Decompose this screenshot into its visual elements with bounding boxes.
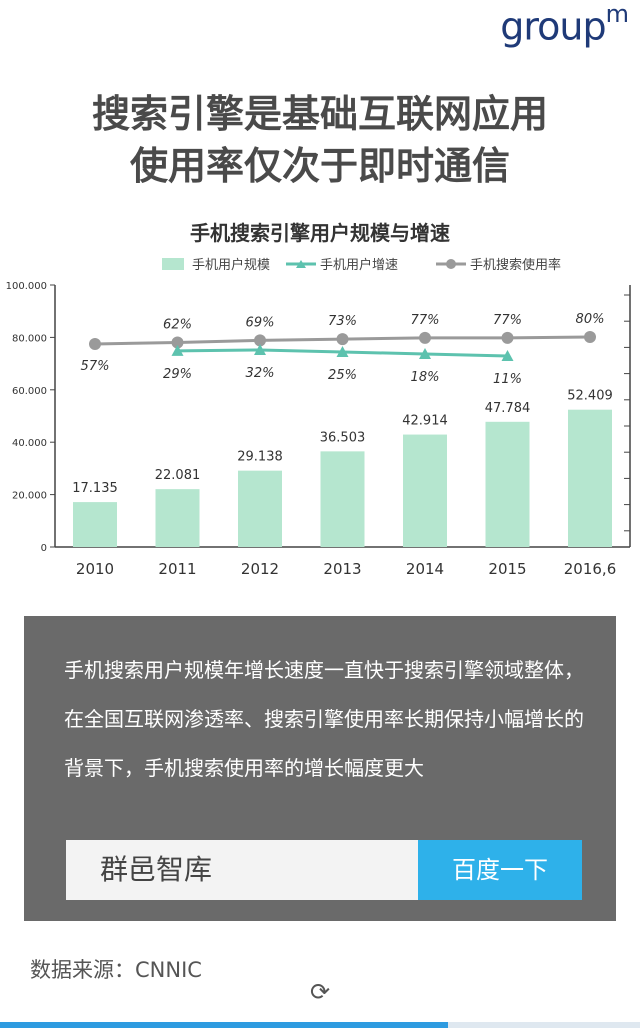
- search-button[interactable]: 百度一下: [418, 840, 582, 900]
- title-line-2: 使用率仅次于即时通信: [129, 144, 510, 188]
- x-tick-label-3: 2013: [323, 560, 361, 578]
- usage-label-6: 80%: [576, 312, 605, 327]
- bar-label-6: 52.409: [567, 389, 613, 404]
- growth-point-5: [501, 350, 514, 361]
- x-tick-label-1: 2011: [158, 560, 196, 578]
- growth-label-5: 11%: [493, 372, 522, 387]
- usage-point-5: [501, 331, 514, 344]
- bar-3: [320, 451, 365, 547]
- panel-text: 手机搜索用户规模年增长速度一直快于搜索引擎领域整体，在全国互联网渗透率、搜索引擎…: [64, 658, 584, 780]
- usage-label-2: 69%: [246, 315, 275, 330]
- usage-point-2: [254, 334, 266, 347]
- legend-label-1: 手机用户增速: [320, 257, 398, 273]
- usage-label-0: 57%: [81, 359, 110, 374]
- legend-label-2: 手机搜索使用率: [470, 257, 561, 273]
- growth-point-1: [171, 344, 184, 356]
- loading-icon: ⟳: [310, 978, 331, 1006]
- growth-label-2: 32%: [246, 366, 275, 381]
- y-tick-label-4: 80.000: [12, 333, 47, 344]
- legend-swatch-0: [162, 258, 184, 270]
- usage-point-1: [171, 336, 184, 349]
- bar-6: [568, 409, 612, 547]
- x-tick-label-5: 2015: [488, 560, 526, 578]
- x-tick-label-4: 2014: [406, 560, 444, 578]
- chart-title: 手机搜索引擎用户规模与增速: [190, 221, 450, 245]
- usage-label-5: 77%: [493, 313, 522, 328]
- groupm-logo: groupm: [500, 0, 629, 49]
- bar-label-3: 36.503: [320, 430, 366, 445]
- usage-label-1: 62%: [163, 317, 192, 332]
- usage-point-4: [419, 331, 431, 344]
- growth-label-1: 29%: [163, 367, 192, 382]
- growth-label-3: 25%: [328, 368, 357, 383]
- y-tick-label-1: 20.000: [12, 491, 47, 502]
- progress-fill: [0, 1022, 448, 1028]
- bar-label-5: 47.784: [485, 401, 531, 416]
- legend-marker-1: [296, 260, 306, 268]
- x-tick-label-6: 2016,6: [564, 560, 617, 578]
- y-tick-label-2: 40.000: [12, 438, 47, 449]
- bar-label-1: 22.081: [155, 468, 201, 483]
- bar-0: [73, 502, 117, 547]
- growth-label-4: 18%: [411, 370, 440, 385]
- x-tick-label-2: 2012: [241, 560, 279, 578]
- usage-point-3: [336, 333, 349, 346]
- y-tick-label-3: 60.000: [12, 386, 47, 397]
- usage-point-0: [89, 338, 101, 350]
- chart: 手机搜索引擎用户规模与增速手机用户规模 手机用户增速 手机搜索使用率 0 20.000 4…: [0, 210, 640, 590]
- bar-5: [485, 421, 530, 547]
- legend-marker-2: [446, 259, 456, 269]
- usage-label-3: 73%: [328, 314, 357, 329]
- usage-point-6: [584, 331, 596, 343]
- page-title: 搜索引擎是基础互联网应用 使用率仅次于即时通信: [0, 88, 640, 192]
- growth-point-2: [254, 344, 266, 355]
- bar-2: [238, 470, 282, 547]
- bar-4: [403, 434, 447, 547]
- search-input[interactable]: 群邑智库: [66, 840, 418, 900]
- growth-point-3: [336, 346, 349, 357]
- y-tick-label-5: 100.000: [6, 281, 47, 292]
- bar-label-2: 29.138: [237, 450, 283, 465]
- x-tick-label-0: 2010: [76, 560, 114, 578]
- bar-label-0: 17.135: [72, 481, 118, 496]
- y-tick-label-0: 0: [41, 543, 47, 554]
- legend-label-0: 手机用户规模: [192, 257, 270, 273]
- source-note: 数据来源：CNNIC: [30, 958, 202, 982]
- growth-point-4: [419, 348, 431, 359]
- usage-label-4: 77%: [411, 313, 440, 328]
- bar-1: [155, 489, 200, 547]
- progress-bar: [0, 1022, 640, 1028]
- bar-label-4: 42.914: [402, 414, 448, 429]
- title-line-1: 搜索引擎是基础互联网应用: [91, 92, 548, 136]
